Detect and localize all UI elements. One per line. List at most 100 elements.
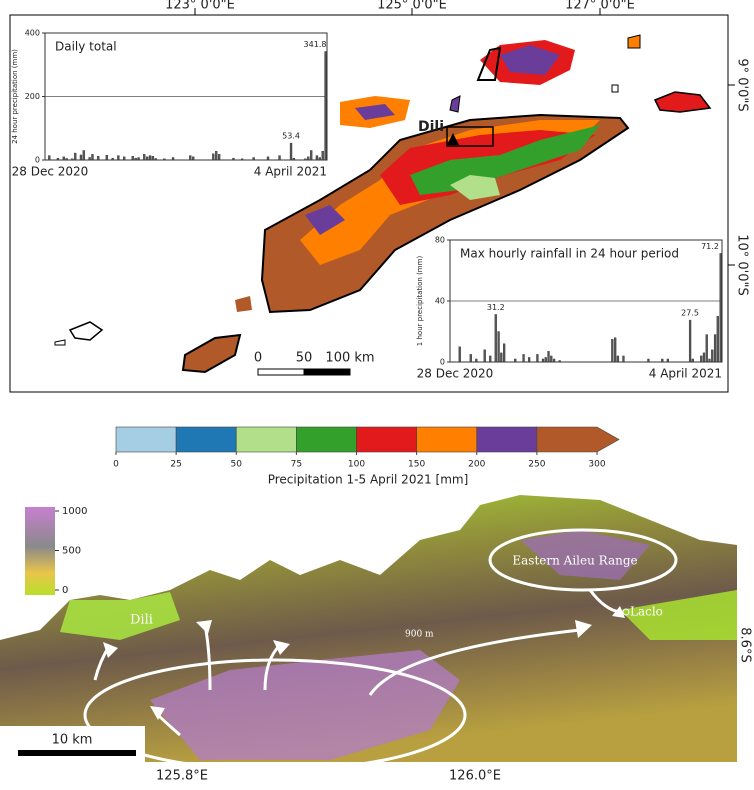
colorbar-segment [115, 426, 177, 453]
y-tick-label: 0 [35, 156, 40, 165]
bar [240, 158, 244, 161]
x-tick-label: 28 Dec 2020 [417, 367, 494, 381]
chart-title: Daily total [55, 40, 117, 54]
scale-bar [18, 750, 136, 756]
high-ground [520, 530, 650, 580]
bar [111, 157, 114, 161]
y-tick-label: 400 [25, 29, 40, 38]
colorbar-tick-label: 150 [408, 460, 425, 470]
bar [97, 156, 100, 161]
bar [215, 150, 218, 161]
bar [514, 358, 517, 363]
bar [527, 357, 531, 363]
bar [661, 358, 664, 363]
lon-label: 127° 0'0"E [565, 0, 635, 13]
bar [62, 156, 65, 161]
bar [318, 157, 321, 161]
scale-label: 100 km [325, 351, 374, 366]
bar [522, 354, 525, 363]
bar [544, 357, 547, 363]
bar [163, 158, 166, 161]
y-tick-label: 0 [440, 358, 445, 367]
value-label: 341.8 [304, 40, 327, 49]
bar [536, 354, 539, 363]
bar [705, 334, 708, 363]
lon-label: 125° 0'0"E [377, 0, 447, 13]
bar [647, 358, 650, 363]
value-label: 31.2 [487, 303, 505, 312]
valley [620, 590, 737, 640]
place-label: Dili [130, 613, 153, 628]
bar [289, 142, 293, 161]
bar [550, 355, 553, 363]
bar [310, 150, 313, 161]
bar [616, 355, 620, 363]
bar [171, 157, 175, 161]
dili-box [446, 126, 494, 147]
colorbar-segment [235, 426, 297, 453]
bar [547, 351, 550, 363]
colorbar-tick-label: 250 [528, 460, 545, 470]
bar [192, 156, 195, 161]
bar [622, 355, 625, 363]
colorbar-segment [356, 426, 417, 453]
bar [212, 153, 215, 161]
high-ground [150, 650, 460, 760]
bar [611, 338, 614, 363]
bar [497, 331, 500, 363]
bar [134, 157, 137, 161]
bar [278, 155, 281, 161]
colorbar-segment [536, 426, 620, 453]
coastal-plain [60, 592, 180, 640]
colorbar-segment [296, 426, 357, 453]
y-axis-label: 24 hour precipitation (mm) [11, 49, 19, 144]
colorbar-tick-label: 100 [348, 460, 365, 470]
y-tick-label: 40 [435, 297, 445, 306]
chart-title: Max hourly rainfall in 24 hour period [460, 247, 679, 261]
bar [148, 155, 152, 161]
bar [304, 158, 307, 161]
place-label: Eastern Aileu Range [512, 554, 637, 568]
lat-label: 8.6°S [738, 627, 753, 662]
bar [137, 157, 140, 161]
bar [688, 319, 692, 363]
bar [500, 352, 503, 363]
bar [489, 355, 492, 363]
arrowheads [103, 606, 625, 720]
bar [56, 157, 60, 161]
lat-label: 9° 0'0"S [735, 58, 750, 111]
bar [79, 154, 83, 161]
dili-marker [447, 133, 459, 145]
bar [151, 156, 155, 161]
legend-tick-label: 1000 [62, 506, 87, 517]
colorbar-segment [476, 426, 538, 453]
bar [88, 157, 91, 161]
colorbar-segment [175, 426, 237, 453]
elevation-legend [25, 507, 55, 595]
bar [475, 358, 478, 363]
bar [217, 154, 221, 161]
laclo-marker [622, 608, 630, 616]
bar [716, 316, 719, 363]
bar [48, 155, 51, 161]
bar [494, 314, 497, 363]
bar [691, 358, 694, 363]
bar-chart: Max hourly rainfall in 24 hour period 1 h… [416, 236, 723, 381]
graticule-ticks [194, 8, 735, 266]
bar [145, 156, 149, 161]
lon-label: 125.8°E [156, 769, 208, 784]
bar [713, 334, 717, 363]
bar [189, 155, 192, 161]
bar [65, 158, 68, 161]
colorbar-tick-label: 50 [231, 460, 243, 470]
y-tick-label: 200 [25, 92, 40, 101]
value-label: 27.5 [681, 309, 699, 318]
scale-label: 0 [254, 351, 262, 366]
bar [122, 156, 126, 161]
bar [74, 152, 77, 161]
city-label: Dili [418, 119, 444, 135]
bar [711, 349, 714, 363]
x-tick-label: 4 April 2021 [254, 165, 327, 179]
